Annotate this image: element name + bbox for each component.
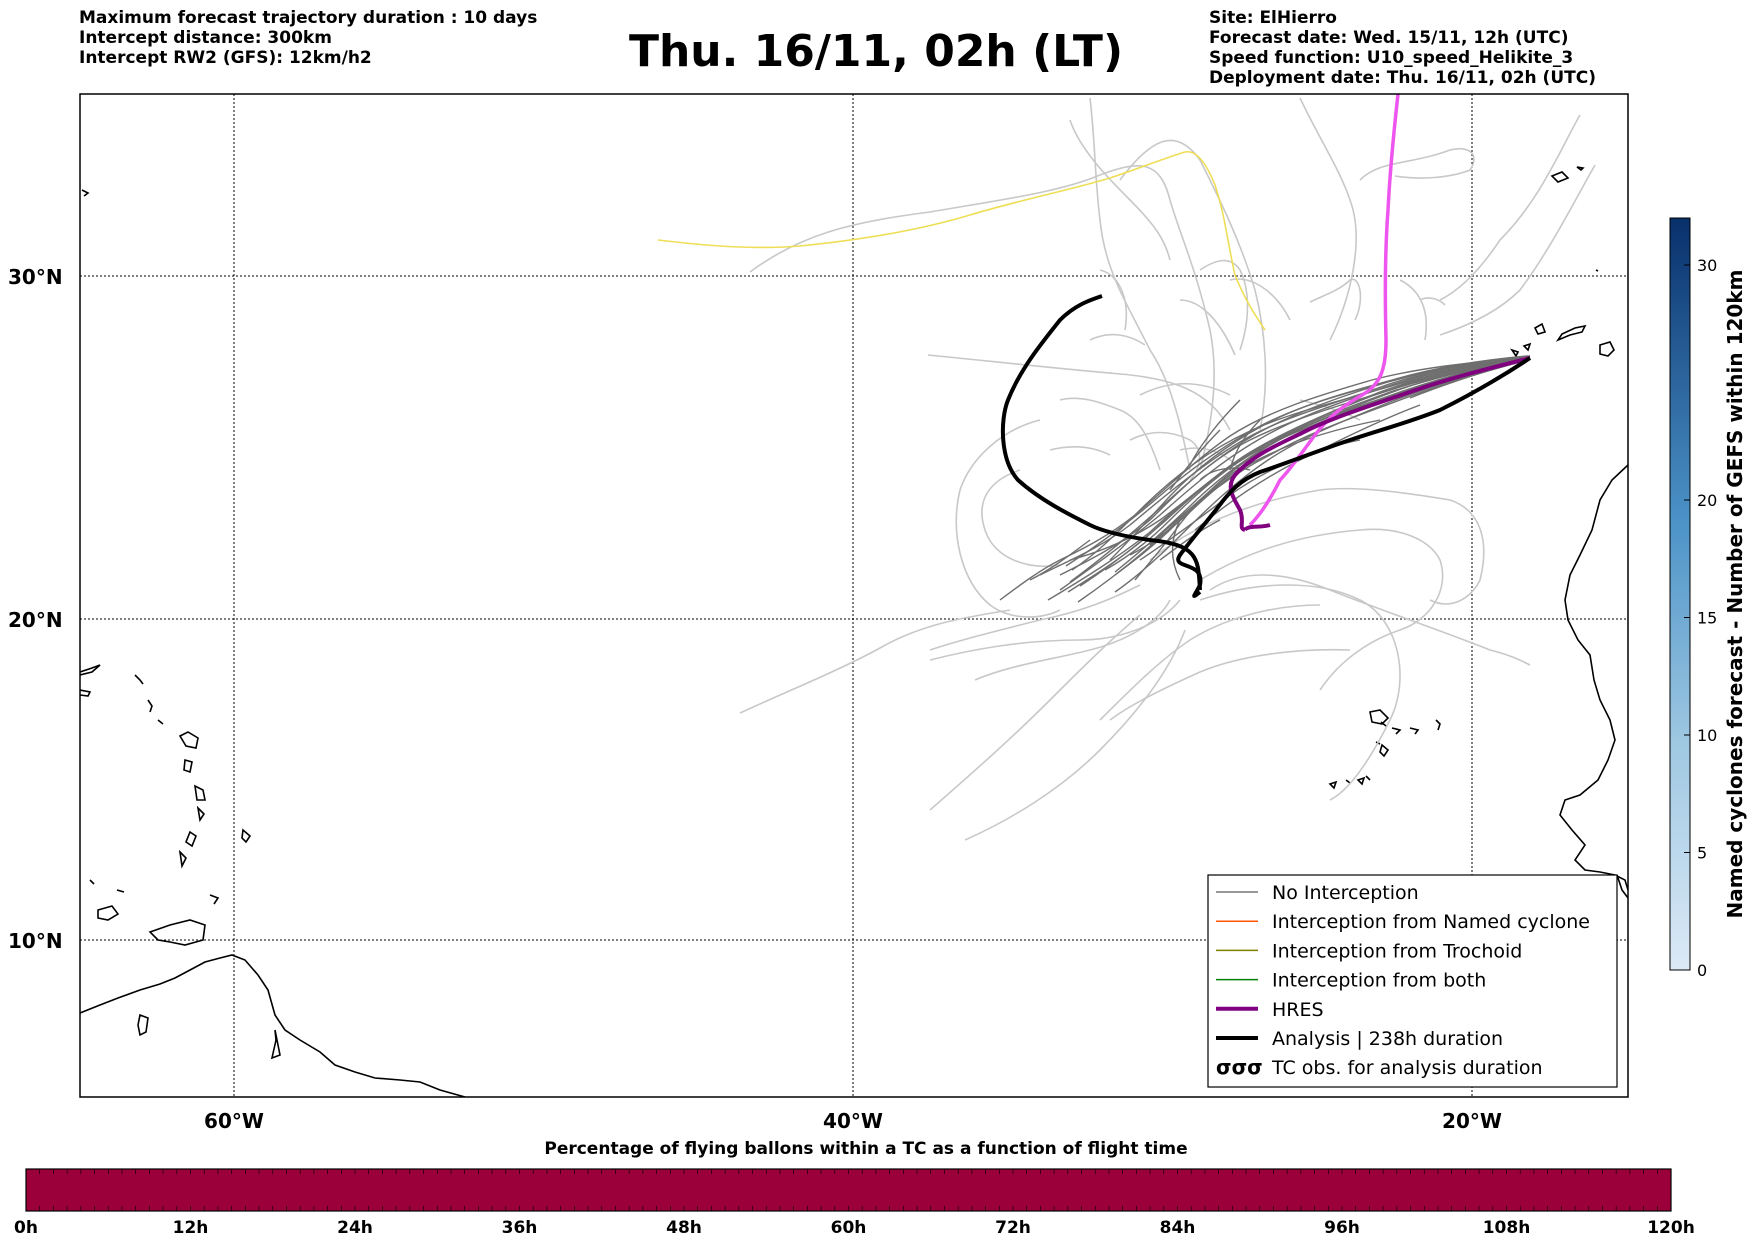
legend-item-0: No Interception (1216, 882, 1419, 904)
bar-tick-label: 48h (666, 1218, 702, 1238)
bar-tick-label: 36h (502, 1218, 538, 1238)
bar-tick-label: 84h (1160, 1218, 1196, 1238)
legend-item-2: Interception from Trochoid (1216, 940, 1522, 962)
legend-item-5: Analysis | 238h duration (1216, 1028, 1503, 1050)
colorbar-tick-label: 20 (1697, 491, 1717, 510)
flight-time-bar-fill (25, 1168, 1672, 1212)
lat-label-10n: 10°N (8, 929, 63, 953)
track-yellow (657, 151, 1266, 331)
colorbar: 0 5 10 15 20 30 Named cyclones forecast - Num… (1669, 217, 1747, 980)
map-frame (79, 93, 1629, 1098)
bar-tick-label: 96h (1324, 1218, 1360, 1238)
flight-time-bar: Percentage of flying ballons within a TC… (14, 1139, 1695, 1238)
param-intercept-rw2: Intercept RW2 (GFS): 12km/h2 (79, 48, 372, 68)
legend-label: Interception from Trochoid (1272, 940, 1522, 962)
legend-item-6: σσσ TC obs. for analysis duration (1216, 1055, 1543, 1079)
site-name: Site: ElHierro (1209, 8, 1337, 28)
legend-label: TC obs. for analysis duration (1271, 1057, 1543, 1079)
speed-function: Speed function: U10_speed_Helikite_3 (1209, 48, 1574, 68)
track-analysis-loop (1000, 294, 1202, 591)
legend-item-1: Interception from Named cyclone (1216, 911, 1590, 933)
bar-tick-label: 72h (995, 1218, 1031, 1238)
page-title: Thu. 16/11, 02h (LT) (628, 26, 1124, 77)
legend-label: Interception from both (1272, 970, 1486, 992)
flight-time-bar-title: Percentage of flying ballons within a TC… (544, 1139, 1187, 1159)
param-duration: Maximum forecast trajectory duration : 1… (79, 8, 538, 28)
legend-label: HRES (1272, 999, 1324, 1021)
forecast-date: Forecast date: Wed. 15/11, 12h (UTC) (1209, 28, 1569, 48)
colorbar-tick-label: 0 (1697, 961, 1707, 980)
lon-label-60w: 60°W (204, 1109, 264, 1133)
coastlines (80, 166, 1628, 1097)
colorbar-tick-label: 15 (1697, 609, 1717, 628)
bar-tick-label: 24h (337, 1218, 373, 1238)
track-magenta (1248, 94, 1400, 527)
site-info: Site: ElHierro Forecast date: Wed. 15/11… (1209, 8, 1596, 88)
forecast-parameters: Maximum forecast trajectory duration : 1… (79, 8, 537, 68)
lat-label-30n: 30°N (8, 265, 63, 289)
lon-label-20w: 20°W (1442, 1109, 1502, 1133)
bar-tick-label: 120h (1647, 1218, 1695, 1238)
lon-label-40w: 40°W (823, 1109, 883, 1133)
ensemble-tracks-light (739, 97, 1596, 841)
legend-box (1207, 874, 1618, 1088)
bar-tick-label: 12h (173, 1218, 209, 1238)
colorbar-gradient (1669, 217, 1691, 971)
bar-tick-label: 108h (1483, 1218, 1531, 1238)
colorbar-tick-label: 30 (1697, 256, 1717, 275)
cyclone-icon: σσσ (1216, 1055, 1263, 1079)
track-hres-tail (1243, 523, 1271, 532)
param-intercept-distance: Intercept distance: 300km (79, 28, 332, 48)
track-hres (1228, 356, 1531, 532)
lat-label-20n: 20°N (8, 608, 63, 632)
legend-item-4: HRES (1216, 999, 1324, 1021)
legend-label: No Interception (1272, 882, 1419, 904)
legend: No Interception Interception from Named c… (1207, 874, 1618, 1088)
colorbar-tick-label: 10 (1697, 726, 1717, 745)
bar-tick-label: 0h (14, 1218, 38, 1238)
colorbar-tick-label: 5 (1697, 844, 1707, 863)
legend-label: Interception from Named cyclone (1272, 911, 1590, 933)
bar-tick-label: 60h (831, 1218, 867, 1238)
colorbar-title: Named cyclones forecast - Number of GEFS… (1723, 270, 1747, 919)
legend-label: Analysis | 238h duration (1272, 1028, 1503, 1050)
deployment-date: Deployment date: Thu. 16/11, 02h (UTC) (1209, 68, 1596, 88)
legend-item-3: Interception from both (1216, 970, 1486, 992)
